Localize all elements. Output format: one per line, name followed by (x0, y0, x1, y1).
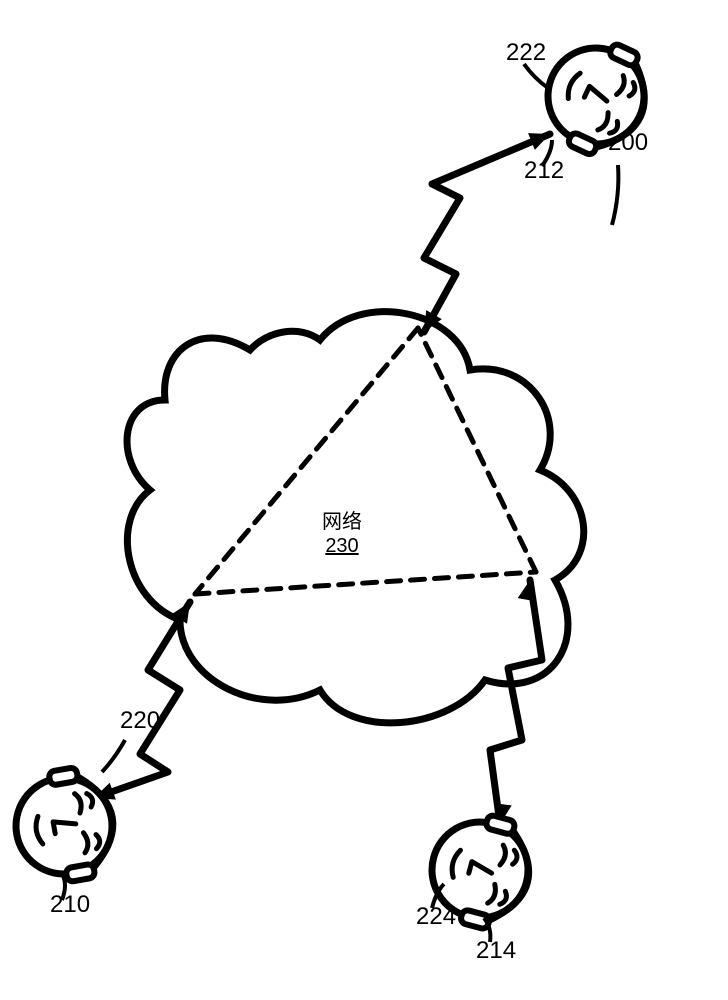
connector (94, 602, 190, 798)
user-ref: 210 (50, 891, 90, 918)
user-head-icon (7, 762, 122, 889)
headset-ref: 220 (120, 707, 160, 734)
cloud-label-top: 网络 (322, 510, 362, 533)
cloud: 网络 230 (127, 312, 584, 723)
user-ref: 214 (476, 937, 516, 964)
headset-ref: 222 (506, 39, 546, 66)
headset-ref: 224 (416, 903, 456, 930)
user-ref: 212 (524, 157, 564, 184)
user_left: 220 210 (7, 597, 198, 918)
network-diagram: 网络 230 200 220210224214222212 (0, 0, 728, 1000)
cloud-label-bottom: 230 (325, 535, 358, 557)
user_top: 222 212 (416, 25, 664, 337)
